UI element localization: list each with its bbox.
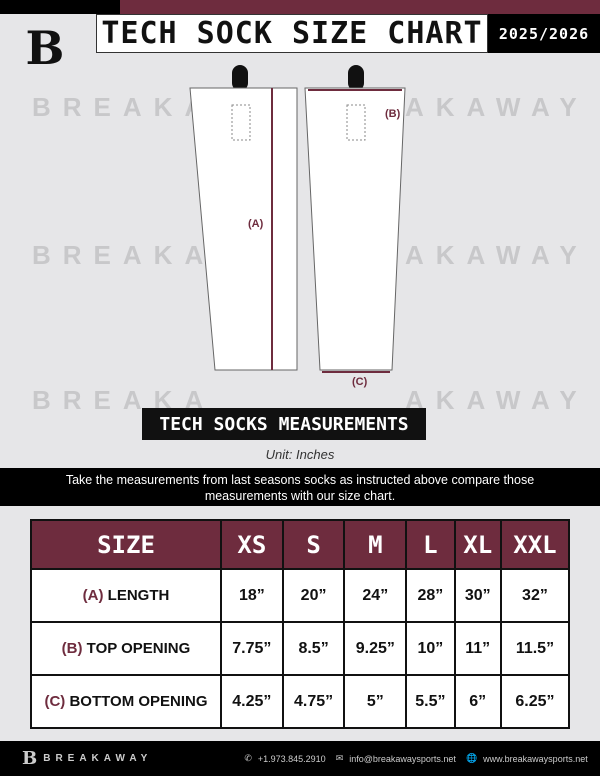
cell: 5.5”: [405, 674, 456, 729]
footer-website[interactable]: www.breakawaysports.net: [483, 753, 588, 764]
col-header: XS: [220, 519, 284, 570]
sock-tab-right: [348, 65, 364, 91]
col-header: SIZE: [30, 519, 222, 570]
footer-phone[interactable]: +1.973.845.2910: [257, 753, 326, 764]
footer-logo-icon: B: [22, 748, 38, 769]
col-header: S: [281, 519, 346, 570]
brand-logo: B: [25, 21, 65, 75]
row-label: (C) BOTTOM OPENING: [30, 674, 222, 729]
cell: 8.5”: [281, 621, 346, 676]
footer-email[interactable]: info@breakawaysports.net: [349, 753, 456, 764]
col-header: XL: [453, 519, 502, 570]
cell: 28”: [405, 568, 456, 623]
sock-diagram: [189, 65, 406, 373]
cell: 30”: [453, 568, 502, 623]
cell: 4.25”: [220, 674, 284, 729]
unit-label: Unit: Inches: [265, 447, 335, 462]
cell: 7.75”: [220, 621, 284, 676]
footer-brand: BREAKAWAY: [43, 753, 153, 764]
instructions: Take the measurements from last seasons …: [0, 468, 600, 506]
table-header-row: SIZE XS S M L XL XXL: [30, 519, 571, 570]
cell: 10”: [405, 621, 456, 676]
cell: 11”: [453, 621, 502, 676]
watermark: AKAWAY: [405, 385, 589, 415]
cell: 24”: [343, 568, 408, 623]
cell: 9.25”: [343, 621, 408, 676]
cell: 18”: [220, 568, 284, 623]
table-row: (B) TOP OPENING 7.75” 8.5” 9.25” 10” 11”…: [30, 621, 571, 676]
watermark: AKAWAY: [405, 240, 589, 270]
globe-icon: 🌐: [465, 753, 478, 763]
watermark: AKAWAY: [405, 92, 589, 122]
col-header: L: [405, 519, 456, 570]
cell: 11.5”: [499, 621, 571, 676]
phone-icon: ✆: [244, 753, 252, 763]
table-row: (C) BOTTOM OPENING 4.25” 4.75” 5” 5.5” 6…: [30, 674, 571, 729]
cell: 6”: [453, 674, 502, 729]
section-title: TECH SOCKS MEASUREMENTS: [142, 408, 426, 440]
table-row: (A) LENGTH 18” 20” 24” 28” 30” 32”: [30, 568, 571, 623]
bottom-opening-label: (C): [352, 376, 368, 388]
mail-icon: ✉: [335, 753, 344, 763]
top-bar-maroon: [120, 0, 600, 14]
watermark: BREAKA: [32, 240, 216, 270]
top-opening-label: (B): [385, 108, 401, 120]
top-bar-black: [0, 0, 120, 14]
sock-left: [189, 87, 298, 371]
row-label: (B) TOP OPENING: [30, 621, 222, 676]
footer: B BREAKAWAY ✆ +1.973.845.2910 ✉ info@bre…: [0, 741, 600, 776]
cell: 4.75”: [281, 674, 346, 729]
cell: 5”: [343, 674, 408, 729]
col-header: XXL: [499, 519, 571, 570]
season-label: 2025/2026: [488, 14, 600, 53]
cell: 20”: [281, 568, 346, 623]
cell: 32”: [499, 568, 571, 623]
page-title: TECH SOCK SIZE CHART: [96, 14, 488, 53]
sock-right: [304, 87, 406, 371]
row-label: (A) LENGTH: [30, 568, 222, 623]
size-table: SIZE XS S M L XL XXL (A) LENGTH 18” 20” …: [30, 519, 571, 729]
col-header: M: [343, 519, 408, 570]
cell: 6.25”: [499, 674, 571, 729]
sock-tab-left: [232, 65, 248, 91]
length-label: (A): [248, 218, 264, 230]
